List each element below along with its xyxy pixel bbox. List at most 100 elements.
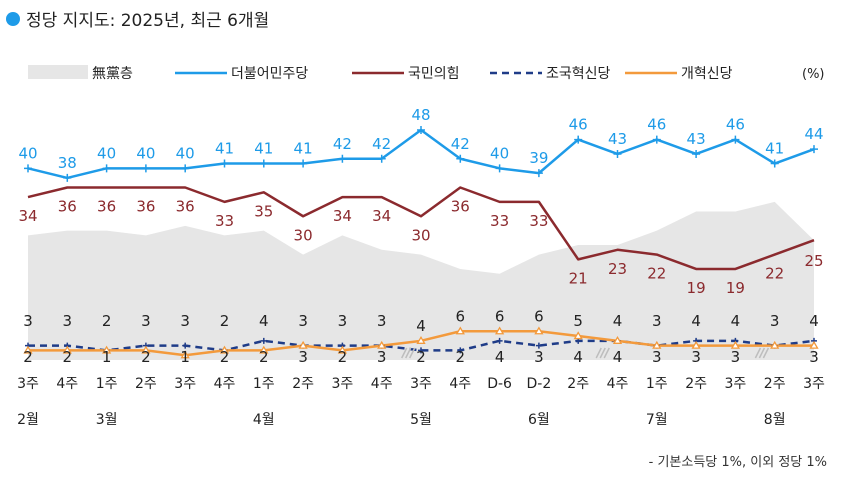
marker-rebuild-10 xyxy=(418,347,424,354)
data-label-ppp-9: 34 xyxy=(372,207,391,225)
x-tick-label-1: 4주 xyxy=(56,376,78,392)
x-tick-label-8: 3주 xyxy=(332,376,354,392)
data-label-dem-15: 43 xyxy=(608,130,627,148)
marker-reform-7 xyxy=(298,340,308,349)
data-label-ppp-5: 33 xyxy=(215,212,234,230)
legend-swatch-0 xyxy=(28,65,88,79)
marker-reform-1 xyxy=(62,345,72,354)
marker-dem-18 xyxy=(731,135,740,144)
data-label-reform-top-12: 6 xyxy=(495,307,505,325)
data-label-dem-3: 40 xyxy=(136,144,155,162)
data-label-reform-below-20: 3 xyxy=(809,348,819,366)
marker-rebuild-11 xyxy=(457,347,464,354)
data-label-ppp-4: 36 xyxy=(176,198,195,216)
data-label-reform-below-5: 2 xyxy=(220,348,230,366)
data-label-ppp-13: 33 xyxy=(529,212,548,230)
marker-reform-3 xyxy=(141,345,151,354)
data-label-ppp-0: 34 xyxy=(18,207,37,225)
month-label-3: 5월 xyxy=(410,412,432,428)
marker-dem-15 xyxy=(613,149,622,158)
marker-reform-13 xyxy=(534,326,544,335)
marker-dem-0 xyxy=(24,164,32,173)
data-label-dem-18: 46 xyxy=(726,116,745,134)
data-label-rebuild-5: 2 xyxy=(220,312,230,330)
marker-dem-1 xyxy=(63,173,72,182)
x-tick-label-0: 3주 xyxy=(17,376,39,392)
marker-dem-10 xyxy=(417,126,425,134)
axis-break-0-2 xyxy=(409,347,416,359)
data-label-reform-below-18: 3 xyxy=(731,348,741,366)
axis-break-2-2 xyxy=(762,347,770,359)
marker-rebuild-12 xyxy=(496,337,503,344)
data-label-rebuild-16: 3 xyxy=(652,312,662,330)
data-label-ppp-14: 21 xyxy=(569,269,588,287)
legend-label-4: 개혁신당 xyxy=(681,66,733,82)
data-label-dem-16: 46 xyxy=(647,116,666,134)
x-tick-label-9: 4주 xyxy=(371,376,393,392)
data-label-reform-below-4: 1 xyxy=(180,348,190,366)
data-label-reform-below-2: 1 xyxy=(102,348,112,366)
marker-dem-17 xyxy=(692,149,701,158)
data-label-ppp-20: 25 xyxy=(804,252,823,270)
marker-reform-2 xyxy=(101,345,112,354)
x-tick-label-4: 3주 xyxy=(174,376,196,392)
data-label-ppp-19: 22 xyxy=(765,265,784,283)
axis-break-0-1 xyxy=(405,347,412,359)
marker-dem-9 xyxy=(377,154,386,163)
marker-reform-15 xyxy=(612,336,623,344)
chart-title-group: 정당 지지도: 2025년, 최근 6개월 xyxy=(6,6,269,31)
title-bullet-icon xyxy=(6,11,20,26)
legend-label-1: 더불어민주당 xyxy=(231,66,308,82)
data-label-ppp-12: 33 xyxy=(490,212,509,230)
marker-reform-5 xyxy=(219,345,230,354)
marker-reform-18 xyxy=(730,340,741,349)
data-label-dem-20: 44 xyxy=(804,125,823,143)
data-label-rebuild-17: 4 xyxy=(691,312,701,330)
marker-reform-20 xyxy=(809,340,819,349)
data-label-reform-below-6: 2 xyxy=(259,348,269,366)
data-label-dem-8: 42 xyxy=(333,135,352,153)
data-label-reform-below-8: 2 xyxy=(338,348,348,366)
data-label-rebuild-6: 4 xyxy=(259,312,269,330)
marker-rebuild-4 xyxy=(182,342,189,349)
legend-unit: (%) xyxy=(802,67,825,82)
x-tick-label-18: 3주 xyxy=(725,376,747,392)
data-label-reform-below-17: 3 xyxy=(691,348,701,366)
marker-reform-9 xyxy=(377,340,387,349)
marker-rebuild-13 xyxy=(535,342,542,349)
x-tick-label-2: 1주 xyxy=(96,376,118,392)
axis-break-2-1 xyxy=(758,347,766,359)
x-tick-label-10: 3주 xyxy=(410,376,432,392)
marker-reform-12 xyxy=(494,326,505,335)
x-tick-label-13: D-2 xyxy=(527,376,552,392)
x-tick-label-15: 4주 xyxy=(607,376,629,392)
data-label-ppp-10: 30 xyxy=(411,226,430,244)
data-label-dem-12: 40 xyxy=(490,144,509,162)
axis-break-1-1 xyxy=(599,347,606,359)
axis-break-2-0 xyxy=(754,347,762,359)
x-tick-label-11: 4주 xyxy=(449,376,471,392)
marker-dem-19 xyxy=(770,159,779,168)
data-label-dem-2: 40 xyxy=(97,144,116,162)
data-label-dem-17: 43 xyxy=(687,130,706,148)
data-label-dem-14: 46 xyxy=(569,116,588,134)
month-label-6: 8월 xyxy=(764,412,786,428)
data-label-ppp-6: 35 xyxy=(254,202,273,220)
x-tick-label-17: 2주 xyxy=(685,376,707,392)
legend-label-3: 조국혁신당 xyxy=(546,66,611,82)
data-label-rebuild-below-13: 3 xyxy=(534,348,544,366)
marker-dem-16 xyxy=(652,135,661,144)
month-label-2: 4월 xyxy=(253,412,275,428)
data-label-ppp-1: 36 xyxy=(58,198,77,216)
data-label-ppp-17: 19 xyxy=(687,279,706,297)
data-label-rebuild-below-10: 2 xyxy=(416,348,426,366)
data-label-dem-19: 41 xyxy=(765,140,784,158)
data-label-rebuild-9: 3 xyxy=(377,312,387,330)
data-label-reform-below-7: 3 xyxy=(298,348,308,366)
data-label-ppp-18: 19 xyxy=(726,279,745,297)
x-tick-label-7: 2주 xyxy=(292,376,314,392)
data-label-reform-top-13: 6 xyxy=(534,307,544,325)
chart-title: 정당 지지도: 2025년, 최근 6개월 xyxy=(26,11,270,31)
data-label-ppp-16: 22 xyxy=(647,265,666,283)
